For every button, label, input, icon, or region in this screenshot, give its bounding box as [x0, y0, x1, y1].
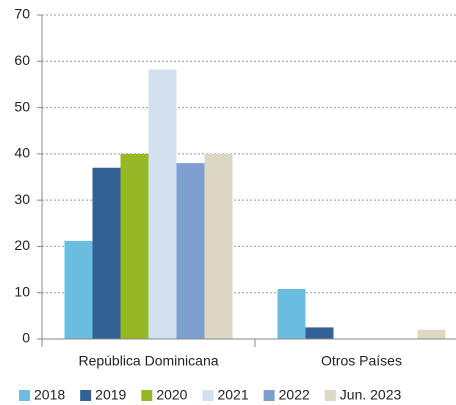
y-tick-label: 0	[22, 330, 30, 346]
bar	[148, 69, 177, 340]
bar	[417, 329, 446, 339]
legend-label: Jun. 2023	[340, 387, 402, 403]
x-tick-label: Otros Países	[321, 353, 402, 369]
legend-label: 2020	[156, 387, 187, 403]
bar	[120, 153, 149, 339]
legend-label: 2019	[95, 387, 126, 403]
y-tick-label: 40	[14, 145, 30, 161]
legend-swatch	[263, 390, 275, 401]
y-tick-label: 60	[14, 52, 30, 68]
bar	[64, 240, 93, 339]
y-tick-label: 70	[14, 6, 30, 22]
bar	[204, 153, 233, 339]
y-tick-label: 30	[14, 191, 30, 207]
y-tick-label: 20	[14, 237, 30, 253]
y-tick-label: 50	[14, 98, 30, 114]
y-tick-label: 10	[14, 283, 30, 299]
legend-label: 2018	[34, 387, 65, 403]
bar	[92, 167, 121, 339]
legend-swatch	[19, 390, 30, 401]
legend-swatch	[324, 390, 336, 401]
x-tick-label: República Dominicana	[78, 353, 218, 369]
legend-swatch	[202, 390, 214, 401]
legend-swatch	[141, 390, 153, 401]
bar	[277, 289, 306, 339]
legend-label: 2021	[217, 387, 248, 403]
legend-swatch	[80, 390, 92, 401]
legend-label: 2022	[279, 387, 310, 403]
bar	[305, 327, 334, 339]
bar	[176, 163, 205, 339]
